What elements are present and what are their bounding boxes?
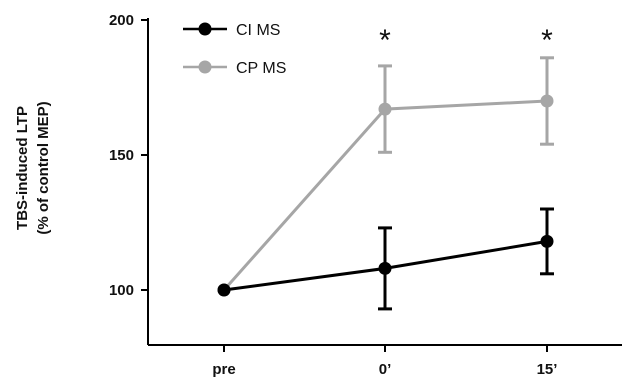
- data-point: [378, 102, 392, 116]
- data-point: [217, 283, 231, 297]
- significance-star: *: [379, 24, 391, 57]
- y-ticks: 100 150 200: [109, 12, 148, 299]
- legend-marker-ci-ms: [198, 22, 212, 36]
- y-tick-label: 150: [109, 147, 134, 164]
- legend-marker-cp-ms: [198, 60, 212, 74]
- y-tick-label: 100: [109, 282, 134, 299]
- legend: CI MS CP MS: [183, 22, 286, 77]
- data-point: [540, 94, 554, 108]
- legend-label-cp-ms: CP MS: [236, 60, 286, 77]
- x-tick-label: pre: [212, 361, 235, 378]
- x-tick-label: 0’: [379, 361, 392, 378]
- y-axis-title-line-2: (% of control MEP): [35, 101, 52, 234]
- x-tick-label: 15’: [537, 361, 558, 378]
- x-ticks: pre 0’ 15’: [212, 345, 557, 378]
- series-ci-ms: [217, 207, 554, 311]
- series-layer: [217, 56, 554, 311]
- significance-star: *: [541, 24, 553, 57]
- significance-markers: * *: [379, 24, 553, 57]
- data-point: [540, 234, 554, 248]
- data-point: [378, 261, 392, 275]
- y-axis-title: TBS-induced LTP (% of control MEP): [14, 101, 52, 234]
- legend-label-ci-ms: CI MS: [236, 22, 280, 39]
- y-axis-title-line-1: TBS-induced LTP: [14, 106, 31, 230]
- y-tick-label: 200: [109, 12, 134, 29]
